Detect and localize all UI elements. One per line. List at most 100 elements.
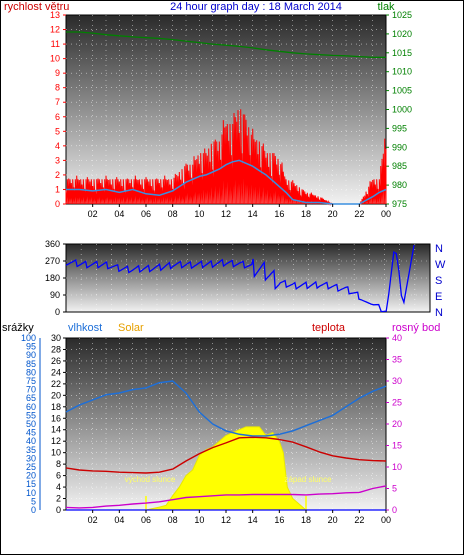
dir-compass-label-0: N <box>435 243 443 255</box>
wind-x-label-00: 00 <box>381 209 391 219</box>
rain-ylabel-75: 75 <box>26 376 36 386</box>
pressure-ylabel-980: 980 <box>392 180 407 190</box>
wind-x-label-06: 06 <box>141 209 151 219</box>
dir-ylabel-90: 90 <box>50 290 60 300</box>
wind-x-label-04: 04 <box>114 209 124 219</box>
wind-ylabel-13: 13 <box>50 10 60 20</box>
mid-ylabel-16: 16 <box>51 413 61 423</box>
temp-ylabel-25: 25 <box>392 398 402 408</box>
temp-ylabel-20: 20 <box>392 419 402 429</box>
climate-x-label-14: 14 <box>248 515 258 525</box>
wind-x-label-20: 20 <box>328 209 338 219</box>
pressure-ylabel-990: 990 <box>392 142 407 152</box>
climate-x-label-20: 20 <box>328 515 338 525</box>
mid-ylabel-12: 12 <box>51 436 61 446</box>
wind-x-label-10: 10 <box>194 209 204 219</box>
chart-title: 24 hour graph day : 18 March 2014 <box>170 1 342 13</box>
rain-ylabel-70: 70 <box>26 385 36 395</box>
temp-ylabel-40: 40 <box>392 333 402 343</box>
dir-compass-label-3: E <box>435 291 442 303</box>
wind-ylabel-3: 3 <box>55 155 60 165</box>
pressure-axis-title: tlak <box>377 1 395 13</box>
rain-ylabel-80: 80 <box>26 367 36 377</box>
temp-ylabel-15: 15 <box>392 441 402 451</box>
rain-ylabel-20: 20 <box>26 471 36 481</box>
climate-x-label-16: 16 <box>274 515 284 525</box>
temp-ylabel-10: 10 <box>392 462 402 472</box>
pressure-ylabel-975: 975 <box>392 199 407 209</box>
wind-x-label-18: 18 <box>301 209 311 219</box>
rain-ylabel-60: 60 <box>26 402 36 412</box>
mid-ylabel-0: 0 <box>56 505 61 515</box>
rain-ylabel-50: 50 <box>26 419 36 429</box>
climate-x-label-00: 00 <box>381 515 391 525</box>
mid-ylabel-22: 22 <box>51 379 61 389</box>
mid-ylabel-30: 30 <box>51 333 61 343</box>
rain-ylabel-40: 40 <box>26 436 36 446</box>
dir-compass-label-4: N <box>435 307 443 319</box>
mid-ylabel-28: 28 <box>51 344 61 354</box>
climate-x-label-18: 18 <box>301 515 311 525</box>
wind-ylabel-12: 12 <box>50 25 60 35</box>
pressure-ylabel-1020: 1020 <box>392 29 412 39</box>
temperature-series <box>65 436 387 474</box>
wind-x-label-08: 08 <box>168 209 178 219</box>
climate-x-label-10: 10 <box>194 515 204 525</box>
pressure-series <box>66 31 386 58</box>
mid-ylabel-20: 20 <box>51 390 61 400</box>
dir-ylabel-270: 270 <box>45 256 60 266</box>
temp-ylabel-5: 5 <box>392 484 397 494</box>
dir-ylabel-360: 360 <box>45 239 60 249</box>
wind-ylabel-6: 6 <box>55 112 60 122</box>
temp-ylabel-30: 30 <box>392 376 402 386</box>
climate-x-label-12: 12 <box>221 515 231 525</box>
wind-x-label-22: 22 <box>354 209 364 219</box>
climate-x-label-22: 22 <box>354 515 364 525</box>
rain-ylabel-15: 15 <box>26 479 36 489</box>
wind-ylabel-8: 8 <box>55 83 60 93</box>
pressure-ylabel-1010: 1010 <box>392 67 412 77</box>
mid-ylabel-26: 26 <box>51 356 61 366</box>
rain-ylabel-90: 90 <box>26 350 36 360</box>
pressure-ylabel-1025: 1025 <box>392 10 412 20</box>
wind-ylabel-4: 4 <box>55 141 60 151</box>
rain-ylabel-25: 25 <box>26 462 36 472</box>
mid-ylabel-18: 18 <box>51 402 61 412</box>
climate-x-label-04: 04 <box>114 515 124 525</box>
rain-ylabel-95: 95 <box>26 342 36 352</box>
wind-ylabel-1: 1 <box>55 184 60 194</box>
rain-ylabel-85: 85 <box>26 359 36 369</box>
wind-ylabel-11: 11 <box>51 39 60 49</box>
pressure-ylabel-985: 985 <box>392 161 407 171</box>
climate-x-label-08: 08 <box>168 515 178 525</box>
rain-axis-title: srážky <box>2 322 34 334</box>
wind-x-label-16: 16 <box>274 209 284 219</box>
wind-ylabel-5: 5 <box>55 126 60 136</box>
wind-x-label-12: 12 <box>221 209 231 219</box>
wind-ylabel-10: 10 <box>50 54 60 64</box>
rain-ylabel-65: 65 <box>26 393 36 403</box>
wind-ylabel-7: 7 <box>55 97 60 107</box>
mid-ylabel-4: 4 <box>56 482 61 492</box>
mid-ylabel-24: 24 <box>51 367 61 377</box>
rain-ylabel-45: 45 <box>26 428 36 438</box>
temp-ylabel-35: 35 <box>392 355 402 365</box>
pressure-ylabel-1015: 1015 <box>392 48 412 58</box>
pressure-ylabel-1000: 1000 <box>392 105 412 115</box>
dir-ylabel-180: 180 <box>45 273 60 283</box>
wind-avg-series <box>66 159 387 205</box>
mid-ylabel-14: 14 <box>51 425 61 435</box>
pressure-ylabel-995: 995 <box>392 123 407 133</box>
gust-series <box>65 109 387 206</box>
dir-compass-label-2: S <box>435 275 442 287</box>
rain-ylabel-100: 100 <box>21 333 36 343</box>
sunrise-annotation: východ slunce <box>125 475 176 484</box>
mid-ylabel-6: 6 <box>56 471 61 481</box>
solar-axis-title: Solar <box>118 322 144 334</box>
dir-ylabel-0: 0 <box>55 307 60 317</box>
dir-compass-label-1: W <box>435 259 446 271</box>
rain-ylabel-10: 10 <box>26 488 36 498</box>
rain-ylabel-55: 55 <box>26 410 36 420</box>
wind-x-label-02: 02 <box>88 209 98 219</box>
